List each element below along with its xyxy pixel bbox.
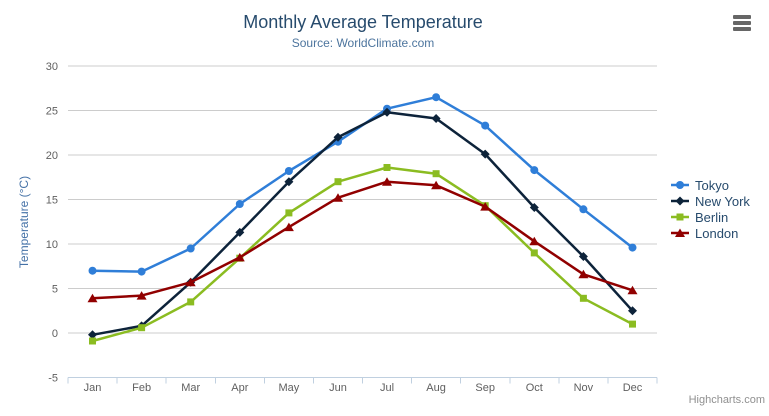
marker-tokyo[interactable] — [432, 93, 441, 102]
marker-berlin[interactable] — [579, 294, 587, 302]
legend-item-berlin[interactable]: Berlin — [670, 209, 750, 225]
x-tick-label: Nov — [574, 382, 594, 394]
marker-tokyo[interactable] — [530, 166, 539, 175]
x-axis: Jan Feb Mar Apr May Jun Jul Aug Sep Oct Nov Dec — [67, 377, 658, 394]
marker-new-york[interactable] — [235, 227, 245, 237]
legend-item-tokyo[interactable]: Tokyo — [670, 177, 750, 193]
marker-berlin[interactable] — [629, 320, 636, 328]
legend-label: New York — [695, 193, 750, 209]
series-london — [87, 177, 638, 303]
series-line-london — [91, 180, 634, 300]
x-tick-label: Jun — [329, 382, 347, 394]
x-tick-label: Sep — [475, 382, 495, 394]
legend-item-new-york[interactable]: New York — [670, 193, 750, 209]
marker-berlin[interactable] — [383, 164, 391, 171]
marker-london[interactable] — [431, 180, 442, 190]
marker-london[interactable] — [333, 193, 343, 202]
marker-berlin[interactable] — [138, 324, 146, 332]
legend-marker-square-icon — [671, 213, 689, 221]
chart-subtitle: Source: WorldClimate.com — [291, 36, 435, 50]
marker-new-york[interactable] — [431, 114, 441, 123]
marker-new-york[interactable] — [529, 203, 539, 212]
marker-tokyo[interactable] — [579, 205, 588, 214]
y-tick-label: 5 — [52, 284, 58, 296]
series-line-new-york — [91, 111, 634, 337]
marker-tokyo[interactable] — [137, 267, 146, 276]
series-tokyo — [88, 93, 637, 276]
x-tick-label: Jul — [380, 382, 394, 394]
x-tick-label: Feb — [132, 382, 151, 394]
x-tick-label: Mar — [181, 382, 200, 394]
marker-london[interactable] — [136, 291, 147, 300]
marker-new-york[interactable] — [578, 252, 588, 261]
marker-london[interactable] — [578, 269, 589, 279]
y-tick-label: 10 — [46, 239, 58, 251]
series-new-york — [88, 107, 637, 340]
x-tick-label: Apr — [231, 382, 248, 394]
legend-label: London — [695, 225, 739, 241]
hamburger-icon — [733, 27, 751, 31]
legend-label: Berlin — [695, 209, 729, 225]
marker-new-york[interactable] — [284, 177, 294, 187]
marker-london[interactable] — [87, 293, 98, 303]
y-tick-label: 0 — [52, 328, 58, 340]
marker-berlin[interactable] — [334, 178, 342, 186]
highcharts-credit[interactable]: Highcharts.com — [688, 394, 765, 406]
marker-berlin[interactable] — [285, 209, 293, 217]
marker-berlin[interactable] — [530, 249, 538, 257]
series-line-berlin — [91, 166, 634, 343]
marker-tokyo[interactable] — [186, 244, 195, 253]
legend-label: Tokyo — [695, 177, 729, 193]
marker-new-york[interactable] — [382, 107, 392, 117]
marker-london[interactable] — [627, 285, 638, 295]
marker-new-york[interactable] — [88, 330, 97, 340]
marker-new-york[interactable] — [480, 149, 490, 159]
y-tick-label: 20 — [46, 150, 58, 162]
chart-title: Monthly Average Temperature — [243, 12, 483, 32]
grid: -5 0 5 10 15 20 25 30 — [46, 61, 657, 385]
marker-london[interactable] — [283, 222, 294, 232]
marker-london[interactable] — [185, 277, 196, 287]
marker-new-york[interactable] — [628, 306, 637, 316]
x-tick-label: Oct — [526, 382, 543, 394]
x-tick-label: May — [279, 382, 300, 394]
legend: Tokyo New York Berlin London — [670, 177, 750, 241]
marker-berlin[interactable] — [432, 170, 440, 178]
legend-marker-triangle-icon — [671, 228, 689, 237]
marker-new-york[interactable] — [333, 132, 343, 142]
hamburger-icon — [733, 21, 751, 25]
y-tick-label: 30 — [46, 61, 58, 73]
marker-tokyo[interactable] — [88, 266, 97, 275]
marker-berlin[interactable] — [187, 298, 195, 306]
marker-london[interactable] — [234, 252, 245, 262]
export-menu-button[interactable] — [733, 15, 751, 31]
y-tick-label: -5 — [48, 373, 58, 385]
marker-london[interactable] — [480, 202, 491, 211]
marker-berlin[interactable] — [89, 337, 96, 345]
marker-tokyo[interactable] — [284, 167, 293, 175]
marker-tokyo[interactable] — [481, 121, 490, 130]
marker-tokyo[interactable] — [235, 200, 244, 208]
legend-marker-diamond-icon — [671, 196, 689, 206]
y-tick-label: 15 — [46, 195, 58, 207]
marker-london[interactable] — [382, 177, 392, 186]
x-tick-label: Jan — [84, 382, 102, 394]
legend-item-london[interactable]: London — [670, 225, 750, 241]
marker-tokyo[interactable] — [628, 243, 637, 252]
x-tick-label: Dec — [623, 382, 643, 394]
legend-marker-circle-icon — [671, 181, 689, 189]
y-tick-label: 25 — [46, 106, 58, 118]
marker-london[interactable] — [529, 236, 540, 246]
hamburger-icon — [733, 15, 751, 19]
x-tick-label: Aug — [426, 382, 446, 394]
